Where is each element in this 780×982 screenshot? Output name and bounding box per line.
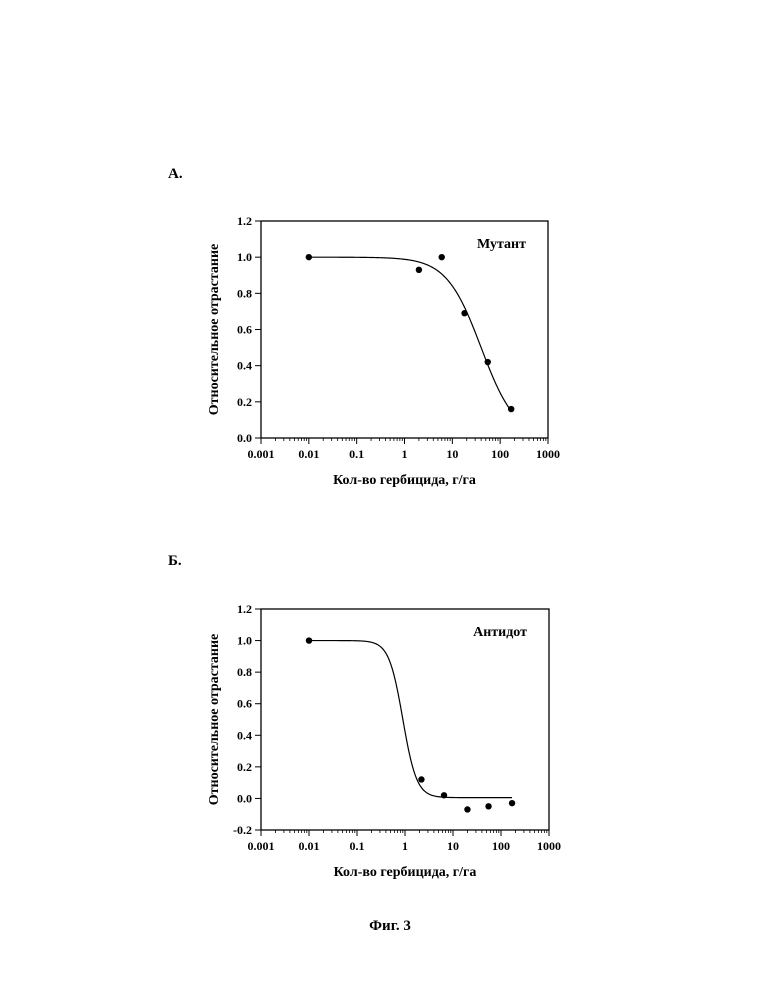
x-tick-label: 0.001	[248, 447, 275, 461]
fit-curve	[309, 257, 511, 411]
y-axis-label: Относительное отрастание	[207, 244, 222, 416]
data-point	[416, 267, 422, 273]
plot-frame	[261, 221, 548, 438]
x-tick-label: 0.1	[349, 447, 364, 461]
y-tick-label: 1.0	[237, 250, 252, 264]
data-point	[508, 406, 514, 412]
data-point	[306, 254, 312, 260]
data-point	[485, 359, 491, 365]
y-tick-label: 0.4	[237, 359, 252, 373]
x-tick-label: 0.01	[298, 447, 319, 461]
x-tick-label: 100	[491, 447, 509, 461]
legend-label: Мутант	[477, 237, 526, 252]
figure-caption: Фиг. 3	[0, 918, 780, 935]
x-axis-label: Кол-во гербицида, г/га	[333, 473, 476, 488]
x-tick-label: 1	[402, 447, 408, 461]
x-tick-label: 1000	[536, 447, 560, 461]
y-tick-label: 0.0	[237, 431, 252, 445]
x-tick-label: 10	[446, 447, 458, 461]
data-point	[461, 310, 467, 316]
y-tick-label: 0.6	[237, 323, 252, 337]
data-point	[439, 254, 445, 260]
y-tick-label: 0.2	[237, 395, 252, 409]
y-tick-label: 1.2	[237, 214, 252, 228]
y-tick-label: 0.8	[237, 286, 252, 300]
